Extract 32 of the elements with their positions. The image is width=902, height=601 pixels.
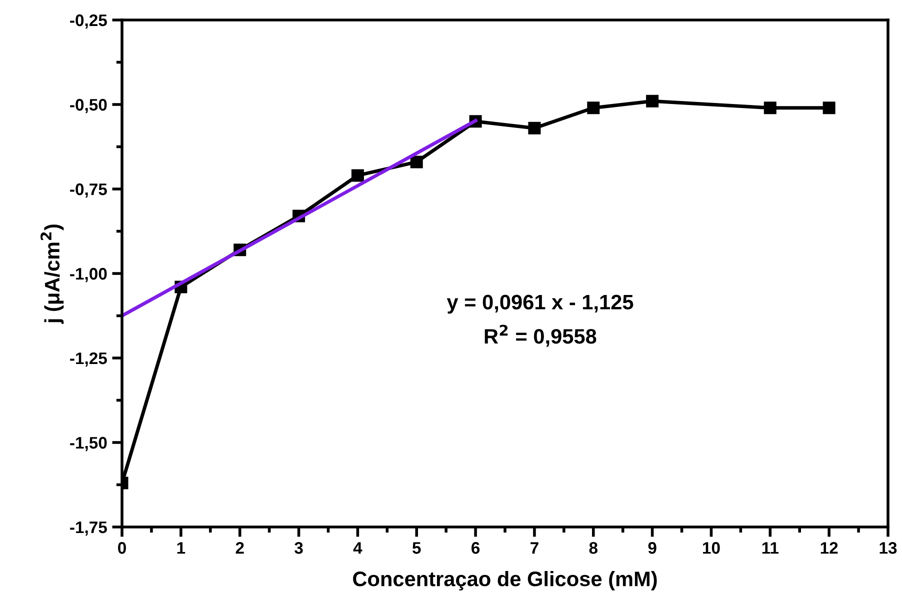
x-tick-label: 8	[589, 542, 598, 554]
point	[528, 122, 541, 134]
x-tick-label: 11	[762, 542, 778, 554]
point	[646, 94, 659, 108]
x-tick-label: 5	[412, 542, 421, 554]
x-tick-label: 1	[177, 542, 186, 554]
y-tick-label: -1,75	[70, 522, 107, 536]
x-tick-label: 6	[472, 542, 480, 554]
point	[410, 156, 423, 168]
point	[764, 102, 776, 114]
x-tick-label: 10	[703, 542, 720, 554]
y-tick-label: -0,50	[70, 98, 107, 114]
x-tick-label: 2	[236, 542, 244, 554]
y-tick-label: -1,00	[70, 268, 107, 282]
x-tick-label: 12	[820, 542, 838, 554]
x-tick-label: 9	[648, 542, 656, 554]
point	[351, 169, 364, 182]
point	[822, 102, 836, 114]
x-tick-label: 0	[118, 542, 126, 554]
y-tick-label: -0,25	[70, 14, 107, 29]
y-axis-title: j (μA/cm$^{2}$)	[40, 224, 64, 324]
annotation: R$^{2}$ = 0,9558	[484, 324, 596, 347]
y-tick-label: -1,25	[70, 352, 107, 367]
point	[587, 102, 600, 114]
x-tick-label: 4	[353, 542, 362, 554]
y-tick-label: -0,75	[70, 183, 107, 198]
x-axis-title: Concentraçao de Glicose (mM)	[353, 571, 657, 590]
x-tick-label: 3	[294, 542, 303, 554]
x-tick-label: 7	[530, 542, 538, 554]
x-tick-label: 13	[880, 542, 897, 554]
y-tick-label: -1,50	[70, 436, 107, 452]
annotation: y = 0,0961 x - 1,125	[446, 294, 634, 314]
